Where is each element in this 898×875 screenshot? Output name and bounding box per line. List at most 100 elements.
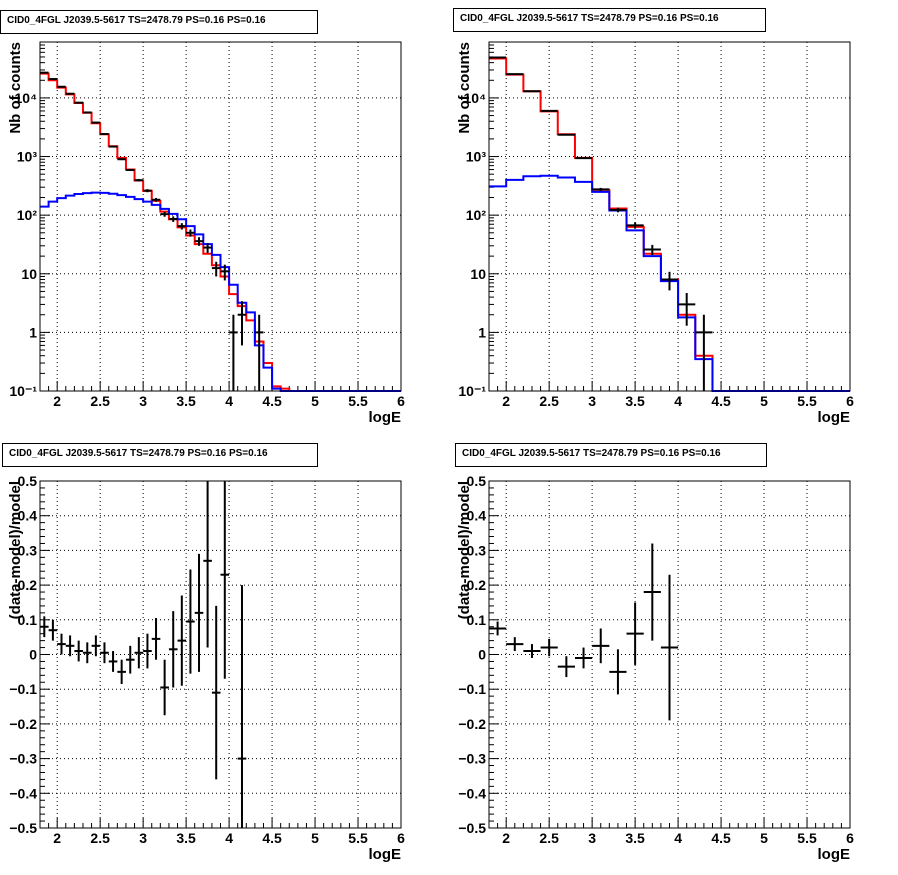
y-tick-label: 0.5 <box>18 473 38 489</box>
plot-counts-fine: 2 2.5 3 3.5 4 4.5 5 5.5 6 10⁻¹ 1 10 10² 10³ 10⁴ logE Nb … <box>7 41 405 426</box>
x-tick-label: 2.5 <box>90 393 110 409</box>
y-tick-label: 10⁴ <box>464 90 487 106</box>
data-point <box>609 649 627 695</box>
y-tick-label: 0.2 <box>467 577 487 593</box>
y-axis-label: (data-model)/model <box>7 481 24 619</box>
data-point <box>540 638 558 657</box>
x-tick-label: 3.5 <box>625 393 645 409</box>
data-point <box>643 244 661 256</box>
data-point <box>151 618 161 660</box>
y-tick-label: 10 <box>21 266 37 282</box>
data-point <box>74 101 83 104</box>
x-tick-label: 2.5 <box>539 393 559 409</box>
x-tick-label: 6 <box>397 393 405 409</box>
data-point <box>108 145 118 148</box>
x-tick-label: 6 <box>846 830 854 846</box>
data-point <box>211 605 221 780</box>
plot-frame <box>488 480 851 829</box>
x-tick-label: 5 <box>760 393 768 409</box>
y-tick-label: 10 <box>470 266 486 282</box>
data-point <box>40 616 49 638</box>
x-axis-label: logE <box>369 846 402 863</box>
x-tick-label: 6 <box>397 830 405 846</box>
data-point <box>220 481 230 679</box>
y-tick-label: −0.3 <box>458 751 486 767</box>
data-point <box>48 619 58 641</box>
y-axis-label: (data-model)/model <box>456 481 473 619</box>
x-tick-label: 2 <box>502 830 510 846</box>
data-point <box>151 197 161 202</box>
x-tick-label: 4.5 <box>262 830 282 846</box>
x-tick-label: 3.5 <box>176 393 196 409</box>
data-point <box>626 602 644 665</box>
data-point <box>660 271 679 291</box>
x-tick-label: 3 <box>139 393 147 409</box>
x-axis-label: logE <box>818 846 851 863</box>
data-point <box>74 640 83 662</box>
x-tick-label: 4 <box>225 830 233 846</box>
data-point <box>203 481 212 648</box>
data-point <box>168 611 178 688</box>
data-point <box>186 569 195 674</box>
data-point <box>211 261 221 277</box>
data-point <box>203 243 212 253</box>
data-point <box>695 314 713 391</box>
x-tick-label: 5 <box>760 830 768 846</box>
plot-residuals-coarse: 2 2.5 3 3.5 4 4.5 5 5.5 6 −0.5 −0.4 −0.3 −0.2 −0.1 0 0.… <box>456 473 854 863</box>
y-tick-label: 1 <box>29 324 37 340</box>
x-tick-label: 2.5 <box>90 830 110 846</box>
y-tick-label: 0.1 <box>467 612 487 628</box>
x-tick-label: 2 <box>502 393 510 409</box>
data-point <box>57 633 66 655</box>
data-point <box>108 651 118 672</box>
x-tick-label: 5.5 <box>348 393 368 409</box>
y-tick-label: 10³ <box>466 149 487 165</box>
data-point <box>540 109 558 112</box>
x-tick-label: 4.5 <box>711 393 731 409</box>
data-point <box>186 229 195 237</box>
data-point <box>125 168 135 172</box>
data-point <box>82 642 92 664</box>
x-tick-label: 4.5 <box>711 830 731 846</box>
pad-title: CID0_4FGL J2039.5-5617 TS=2478.79 PS=0.1… <box>455 443 767 467</box>
x-tick-label: 3.5 <box>625 830 645 846</box>
x-tick-label: 2 <box>53 393 61 409</box>
y-tick-label: 10² <box>466 207 487 223</box>
y-tick-label: −0.1 <box>458 681 486 697</box>
plot-frame <box>39 41 402 392</box>
x-axis-label: logE <box>369 409 402 426</box>
pad-residuals-fine: 2 2.5 3 3.5 4 4.5 5 5.5 6 −0.5 −0.4 −0.3 −0.2 −0.1 0 0.… <box>0 437 449 875</box>
data-point <box>592 628 610 664</box>
data-point <box>143 189 152 193</box>
plot-counts-coarse: 2 2.5 3 3.5 4 4.5 5 5.5 6 10⁻¹ 1 10 10² 10³ 10⁴ logE Nb … <box>456 41 854 426</box>
data-point <box>194 553 204 672</box>
data-point <box>194 237 204 246</box>
data-point <box>592 187 610 192</box>
y-tick-label: −0.5 <box>9 820 37 836</box>
data-point <box>91 635 101 657</box>
data-point <box>557 133 575 136</box>
x-tick-label: 6 <box>846 393 854 409</box>
data-point <box>609 207 627 213</box>
x-tick-label: 5.5 <box>797 393 817 409</box>
x-tick-label: 4.5 <box>262 393 282 409</box>
x-tick-label: 3.5 <box>176 830 196 846</box>
data-point <box>237 301 247 346</box>
data-point <box>678 292 696 326</box>
y-tick-label: 10² <box>17 207 38 223</box>
data-point <box>125 645 135 674</box>
x-tick-label: 5.5 <box>348 830 368 846</box>
data-point <box>143 633 152 669</box>
data-point <box>229 314 238 391</box>
total-model-histogram <box>40 72 401 392</box>
y-tick-label: −0.2 <box>458 716 486 732</box>
total-model-histogram <box>489 57 850 392</box>
y-tick-label: 10³ <box>17 149 38 165</box>
y-tick-label: 10⁴ <box>15 90 38 106</box>
data-point <box>574 647 593 669</box>
x-tick-label: 4 <box>674 393 682 409</box>
y-tick-label: 0.2 <box>18 577 38 593</box>
x-axis-label: logE <box>818 409 851 426</box>
y-tick-label: −0.1 <box>9 681 37 697</box>
x-tick-label: 3 <box>588 830 596 846</box>
